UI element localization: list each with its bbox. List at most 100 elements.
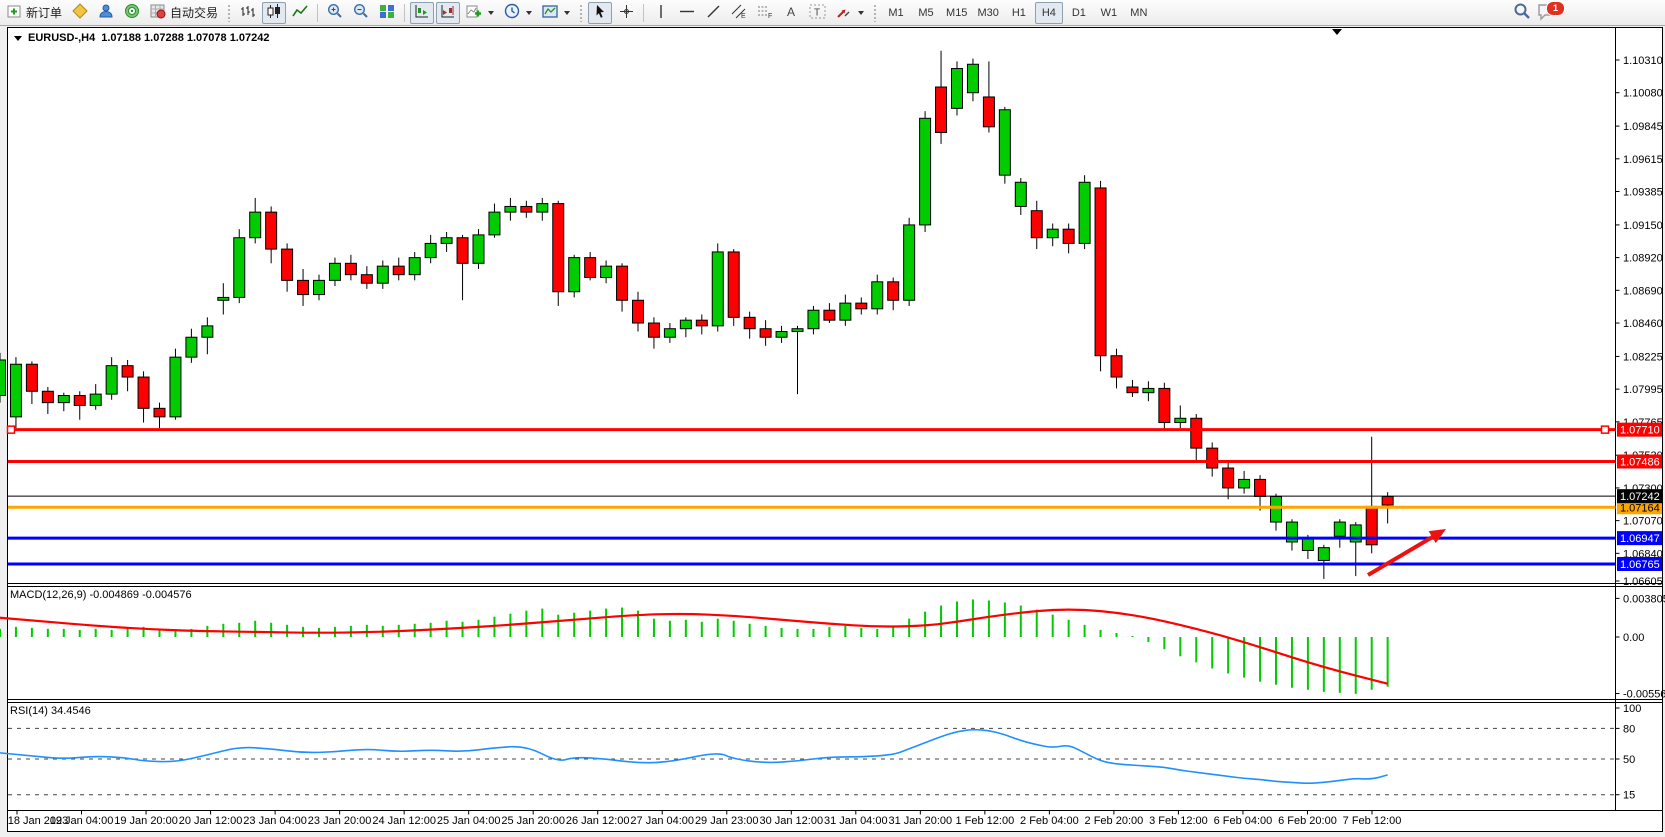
rsi-level-label: 100	[1623, 703, 1641, 715]
cursor-tool-button[interactable]	[588, 1, 613, 24]
tf-m15[interactable]: M15	[946, 6, 968, 19]
bar-chart-button[interactable]	[236, 2, 260, 24]
line-chart-button[interactable]	[288, 2, 312, 24]
trendline-tool-button[interactable]	[701, 2, 725, 24]
chart-scroll-marker[interactable]	[1332, 29, 1342, 35]
toolbar-grip[interactable]	[579, 3, 584, 22]
fibonacci-tool-button[interactable]: F	[753, 2, 777, 24]
svg-text:T: T	[814, 7, 820, 18]
time-axis-label: 3 Feb 12:00	[1149, 815, 1208, 827]
candle-body	[935, 86, 948, 134]
macd-axis-label: -0.005569	[1623, 689, 1665, 701]
trendline-icon	[706, 4, 721, 22]
arrows-dropdown-caret[interactable]	[858, 10, 865, 15]
label-tool-button[interactable]: T	[805, 2, 830, 24]
rsi-level-label: 15	[1623, 790, 1635, 802]
candle-body	[201, 325, 214, 338]
tile-windows-button[interactable]	[375, 2, 399, 24]
candle-body	[600, 265, 613, 279]
equidistant-channel-icon: E	[731, 4, 747, 22]
rsi-level-label: 80	[1623, 723, 1635, 735]
bar-chart-icon	[240, 4, 256, 22]
candle-body	[584, 257, 597, 279]
auto-scroll-button[interactable]	[410, 1, 435, 24]
toolbar-separator	[317, 3, 319, 22]
tf-m1[interactable]: M1	[888, 6, 904, 19]
time-axis-label: 19 Jan 20:00	[114, 815, 178, 827]
trend-arrow-head[interactable]	[1428, 529, 1446, 544]
text-tool-button[interactable]: A	[779, 2, 803, 24]
candle-body	[217, 296, 230, 301]
market-button[interactable]	[120, 2, 144, 24]
time-axis-label: 6 Feb 20:00	[1278, 815, 1337, 827]
arrows-tool-button[interactable]	[832, 2, 868, 24]
time-axis-label: 26 Jan 12:00	[566, 815, 630, 827]
candlestick-chart-button[interactable]	[262, 1, 287, 24]
channel-tool-button[interactable]: E	[727, 2, 751, 24]
price-tick-label: 1.09385	[1623, 187, 1663, 199]
candle-body	[632, 299, 644, 324]
candle-body	[408, 257, 421, 276]
indicators-dropdown-caret[interactable]	[488, 10, 495, 15]
auto-trading-label: 自动交易	[170, 6, 219, 20]
line-handle[interactable]	[6, 425, 16, 434]
candle-body	[360, 274, 373, 284]
tf-mn[interactable]: MN	[1130, 6, 1148, 19]
trend-arrow-shaft[interactable]	[1366, 535, 1434, 577]
periods-button[interactable]	[500, 2, 536, 24]
auto-trading-button[interactable]: 自动交易	[146, 2, 222, 24]
candle-body	[823, 309, 836, 321]
tf-d1[interactable]: D1	[1071, 6, 1086, 19]
crosshair-tool-button[interactable]	[614, 2, 638, 24]
toolbar-grip[interactable]	[227, 3, 232, 22]
new-order-button[interactable]: 新订单	[3, 2, 66, 24]
candle-body	[1349, 524, 1362, 543]
indicators-button[interactable]	[462, 2, 498, 24]
candle-body	[839, 302, 852, 321]
svg-text:A: A	[787, 5, 795, 19]
macd-axis-label: 0.00	[1623, 632, 1644, 644]
tf-m5[interactable]: M5	[918, 6, 934, 19]
time-axis-label: 2 Feb 20:00	[1085, 815, 1144, 827]
candle-body	[265, 211, 278, 250]
tf-m30[interactable]: M30	[977, 6, 999, 19]
vertical-line-tool-button[interactable]	[649, 2, 673, 24]
chart-shift-button[interactable]	[436, 1, 461, 24]
time-axis-label: 30 Jan 12:00	[759, 815, 823, 827]
zoom-in-button[interactable]	[323, 2, 347, 24]
candle-body	[488, 211, 501, 236]
price-tick-label: 1.09615	[1623, 154, 1663, 166]
crosshair-icon	[619, 4, 634, 22]
search-icon[interactable]	[1513, 2, 1531, 25]
time-axis-label: 24 Jan 12:00	[372, 815, 436, 827]
horizontal-line-tool-button[interactable]	[675, 2, 699, 24]
profiles-button[interactable]	[94, 2, 118, 24]
price-tick-label: 1.09150	[1623, 220, 1663, 232]
fibonacci-icon: F	[757, 4, 773, 22]
candle-body	[1270, 495, 1282, 523]
templates-dropdown-caret[interactable]	[564, 10, 571, 15]
new-chart-button[interactable]	[68, 2, 92, 24]
candle-body	[121, 365, 134, 378]
time-axis-label: 25 Jan 20:00	[501, 815, 565, 827]
templates-icon	[542, 4, 558, 22]
candle-body	[249, 211, 262, 239]
templates-button[interactable]	[538, 2, 574, 24]
line-handle[interactable]	[1600, 425, 1610, 434]
time-axis-label: 31 Jan 04:00	[824, 815, 888, 827]
notification-badge: 1	[1546, 0, 1565, 16]
zoom-out-button[interactable]	[349, 2, 373, 24]
price-tick-label: 1.08690	[1623, 285, 1663, 297]
candle-body	[871, 281, 884, 310]
price-badge	[1617, 489, 1662, 504]
tf-w1[interactable]: W1	[1100, 6, 1118, 19]
candle-body	[1046, 228, 1059, 239]
periods-dropdown-caret[interactable]	[526, 10, 533, 15]
time-axis-label: 25 Jan 04:00	[437, 815, 501, 827]
toolbar-grip[interactable]	[873, 3, 878, 22]
tf-h4[interactable]: H4	[1034, 1, 1063, 24]
tf-h1[interactable]: H1	[1011, 6, 1026, 19]
chat-button[interactable]: 1	[1537, 0, 1565, 25]
